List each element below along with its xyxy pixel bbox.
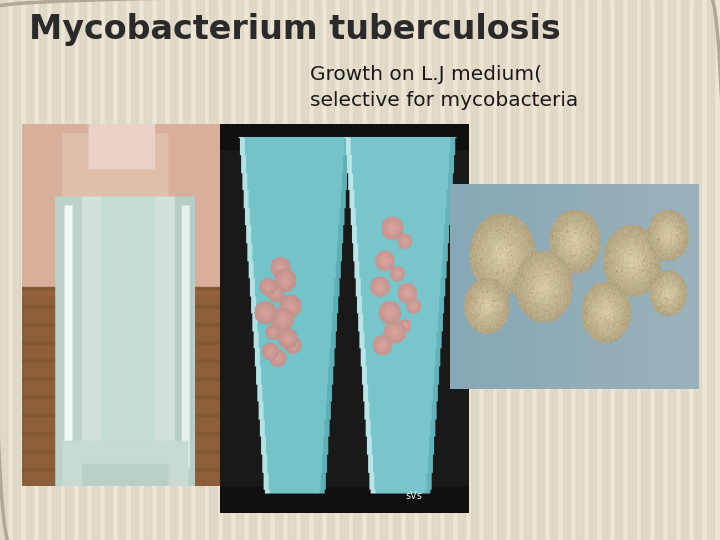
Bar	[472, 0, 479, 540]
Bar	[366, 0, 374, 540]
Bar	[694, 0, 701, 540]
Bar	[275, 0, 282, 540]
Bar	[602, 0, 609, 540]
Bar	[563, 0, 570, 540]
Bar	[642, 0, 649, 540]
Bar	[40, 0, 47, 540]
Bar	[13, 0, 20, 540]
Bar	[301, 0, 308, 540]
Bar	[26, 0, 33, 540]
Bar	[314, 0, 321, 540]
Bar	[131, 0, 138, 540]
Text: sVs: sVs	[405, 491, 422, 501]
Bar	[354, 0, 361, 540]
Bar	[328, 0, 335, 540]
Text: Growth on L.J medium(
selective for mycobacteria: Growth on L.J medium( selective for myco…	[310, 65, 578, 110]
Bar	[341, 0, 348, 540]
Bar	[485, 0, 492, 540]
Bar	[379, 0, 387, 540]
Bar	[0, 0, 7, 540]
Bar	[222, 0, 230, 540]
Bar	[445, 0, 452, 540]
Text: Mycobacterium tuberculosis: Mycobacterium tuberculosis	[29, 14, 561, 46]
Bar	[576, 0, 583, 540]
Bar	[184, 0, 191, 540]
Bar	[629, 0, 636, 540]
Bar	[262, 0, 269, 540]
Bar	[510, 0, 518, 540]
Bar	[210, 0, 217, 540]
Bar	[78, 0, 86, 540]
Bar	[197, 0, 204, 540]
Bar	[406, 0, 413, 540]
Bar	[104, 0, 112, 540]
Bar	[498, 0, 505, 540]
Bar	[66, 0, 73, 540]
Bar	[458, 0, 465, 540]
Bar	[550, 0, 557, 540]
Bar	[667, 0, 675, 540]
Bar	[91, 0, 99, 540]
Bar	[523, 0, 531, 540]
Bar	[707, 0, 714, 540]
Bar	[432, 0, 439, 540]
Bar	[53, 0, 60, 540]
Bar	[392, 0, 400, 540]
Bar	[157, 0, 164, 540]
Bar	[235, 0, 243, 540]
Bar	[248, 0, 256, 540]
Bar	[680, 0, 688, 540]
Bar	[616, 0, 623, 540]
Bar	[170, 0, 177, 540]
Bar	[118, 0, 125, 540]
Bar	[288, 0, 295, 540]
Bar	[654, 0, 662, 540]
Bar	[144, 0, 151, 540]
Bar	[536, 0, 544, 540]
Bar	[589, 0, 596, 540]
Bar	[419, 0, 426, 540]
